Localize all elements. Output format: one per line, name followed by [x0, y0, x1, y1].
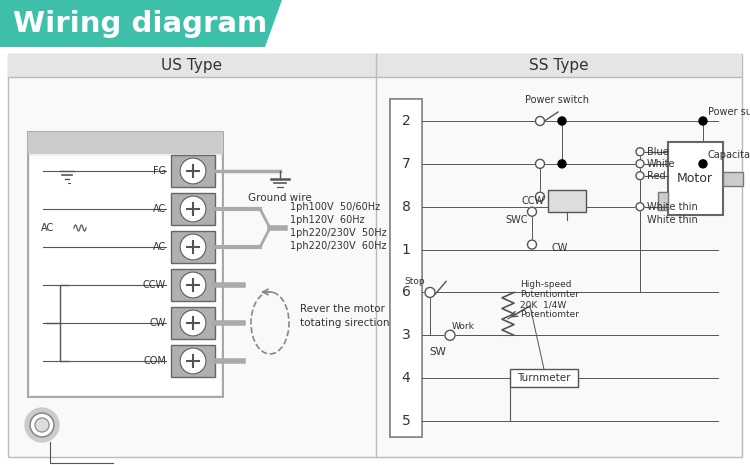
Bar [171, 345, 215, 377]
Circle shape [180, 196, 206, 222]
Text: CW: CW [149, 318, 166, 328]
Text: White thin: White thin [647, 215, 698, 225]
Text: 8: 8 [401, 199, 410, 214]
Text: SS Type: SS Type [530, 59, 589, 73]
Text: Rever the motor: Rever the motor [300, 304, 385, 314]
Circle shape [30, 413, 54, 437]
Bar [171, 231, 215, 263]
Bar [390, 99, 422, 437]
Circle shape [180, 158, 206, 184]
Bar [171, 155, 215, 187]
Text: FG: FG [153, 166, 166, 176]
Circle shape [180, 348, 206, 374]
Circle shape [536, 159, 544, 168]
Text: AC: AC [153, 242, 166, 252]
Bar [390, 99, 422, 437]
Text: White: White [647, 159, 676, 169]
Circle shape [636, 203, 644, 211]
Text: Motor: Motor [677, 172, 713, 185]
Circle shape [445, 330, 455, 340]
Bar [510, 369, 578, 387]
Text: Red: Red [647, 171, 666, 181]
Text: CCW: CCW [142, 280, 166, 290]
Text: Turnmeter: Turnmeter [518, 373, 571, 383]
Text: 5: 5 [402, 414, 410, 428]
Text: Ground wire: Ground wire [248, 193, 312, 203]
Circle shape [636, 159, 644, 168]
Bar [28, 132, 223, 397]
Circle shape [180, 310, 206, 336]
Circle shape [180, 234, 206, 260]
Text: Capacitance: Capacitance [708, 150, 750, 160]
Text: Blue: Blue [647, 147, 669, 157]
Text: Power supply: Power supply [708, 107, 750, 117]
Text: COM: COM [143, 356, 166, 366]
Bar [8, 54, 742, 457]
Text: Stop: Stop [404, 278, 425, 286]
Text: Potentiomter: Potentiomter [520, 291, 579, 299]
Bar [171, 193, 215, 225]
Text: 2: 2 [402, 114, 410, 128]
Bar [723, 172, 743, 186]
Text: totating sirection: totating sirection [300, 318, 389, 328]
Bar [171, 269, 215, 301]
Text: 1: 1 [401, 243, 410, 257]
Text: 1ph220/230V  50Hz: 1ph220/230V 50Hz [290, 228, 387, 238]
Circle shape [536, 192, 544, 201]
Text: High-speed: High-speed [520, 280, 572, 289]
Circle shape [425, 287, 435, 298]
Circle shape [527, 240, 536, 249]
Bar [28, 132, 223, 154]
Circle shape [558, 160, 566, 168]
Bar [171, 307, 215, 339]
Text: AC: AC [153, 204, 166, 214]
Text: 4: 4 [402, 371, 410, 385]
Circle shape [636, 148, 644, 156]
Text: Wiring diagram: Wiring diagram [13, 10, 267, 38]
Text: Potentiomter: Potentiomter [520, 311, 579, 319]
Bar [8, 54, 742, 77]
Circle shape [527, 207, 536, 216]
Circle shape [699, 117, 707, 125]
Bar [668, 142, 723, 215]
Text: SW: SW [430, 347, 446, 357]
Text: 1ph100V  50/60Hz: 1ph100V 50/60Hz [290, 202, 380, 212]
Text: AC: AC [41, 223, 55, 233]
Polygon shape [0, 0, 282, 47]
Circle shape [25, 408, 59, 442]
Text: 7: 7 [402, 157, 410, 171]
Text: 20K  1/4W: 20K 1/4W [520, 300, 566, 309]
Text: CW: CW [551, 243, 567, 252]
Text: 1ph220/230V  60Hz: 1ph220/230V 60Hz [290, 241, 386, 251]
Circle shape [180, 272, 206, 298]
Bar [658, 192, 668, 210]
Text: SWC: SWC [506, 215, 528, 225]
Circle shape [636, 172, 644, 179]
Text: Work: Work [452, 322, 475, 331]
Circle shape [558, 117, 566, 125]
Circle shape [536, 117, 544, 126]
Bar [548, 190, 586, 212]
Text: 6: 6 [401, 286, 410, 299]
Bar [30, 156, 221, 395]
Circle shape [699, 160, 707, 168]
Text: CCW: CCW [522, 196, 545, 206]
Text: US Type: US Type [161, 59, 223, 73]
Text: 1ph120V  60Hz: 1ph120V 60Hz [290, 215, 364, 225]
Circle shape [71, 219, 89, 237]
Text: White thin: White thin [647, 202, 698, 212]
Text: Power switch: Power switch [525, 95, 589, 105]
Text: 3: 3 [402, 328, 410, 342]
Circle shape [35, 418, 49, 432]
